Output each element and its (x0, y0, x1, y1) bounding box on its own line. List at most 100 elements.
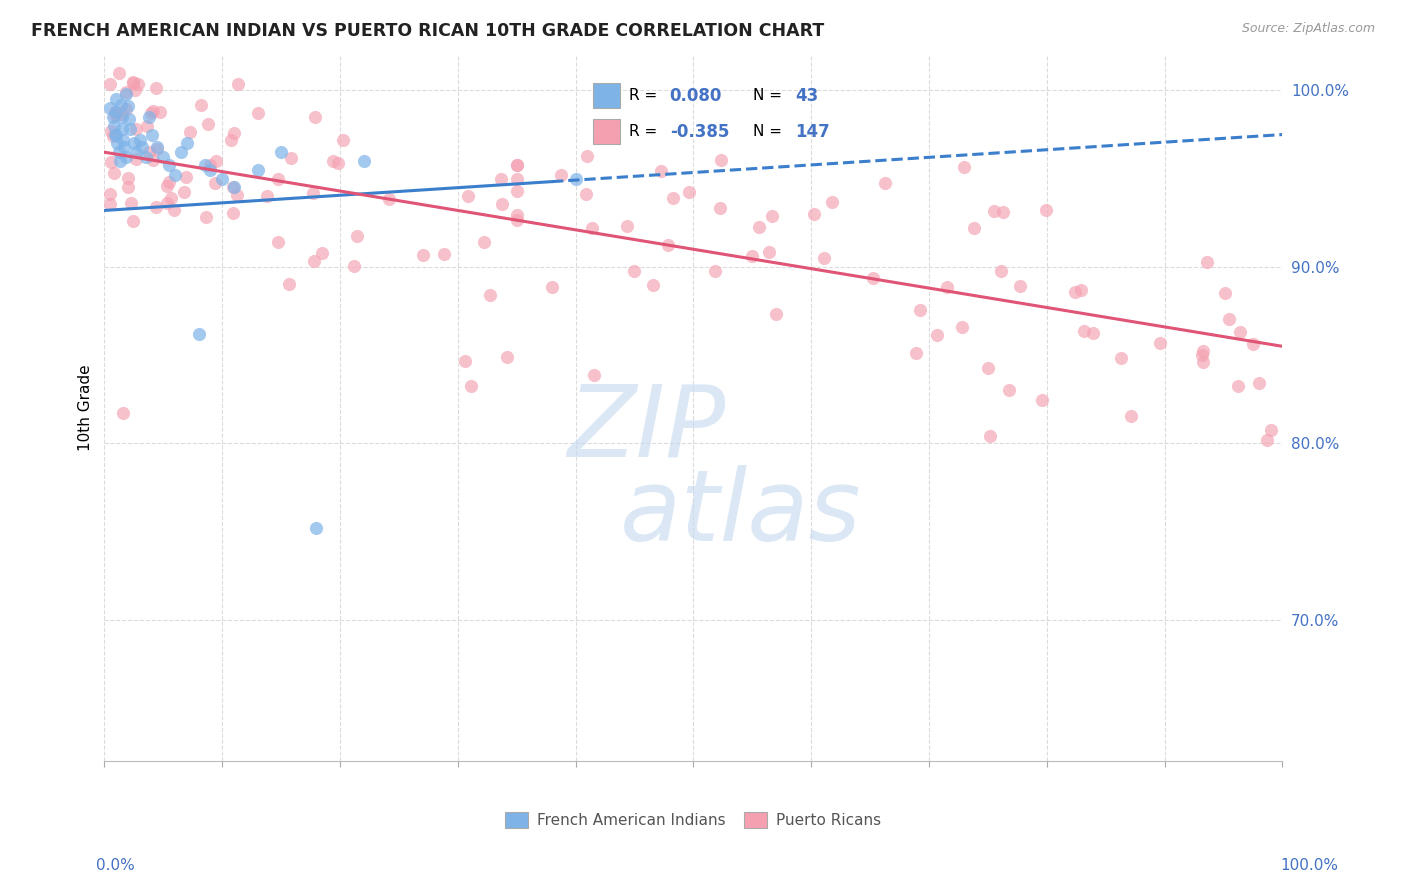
Point (1064, 285, 1087, 300)
Point (104, 108, 127, 122)
Point (100, 154, 122, 169)
Point (1191, 348, 1213, 362)
Point (156, 179, 179, 194)
Point (304, 110, 326, 124)
Point (120, 122, 142, 136)
Point (108, 66, 131, 80)
Point (117, 171, 139, 186)
Point (114, 87, 136, 101)
Point (641, 278, 664, 293)
Point (117, 179, 139, 194)
Point (187, 326, 209, 341)
Point (1197, 254, 1219, 268)
Point (489, 171, 512, 186)
Point (506, 208, 529, 222)
Point (107, 106, 129, 120)
Point (993, 205, 1015, 219)
Point (145, 81, 167, 95)
Point (108, 154, 131, 169)
Point (506, 184, 529, 198)
Point (1229, 326, 1251, 340)
Point (105, 104, 128, 119)
Point (179, 125, 201, 139)
Point (190, 98, 212, 112)
Point (1213, 285, 1236, 300)
Point (564, 171, 586, 186)
Point (204, 176, 226, 190)
Point (193, 157, 215, 171)
Point (157, 157, 180, 171)
Point (305, 521, 328, 535)
Point (1243, 336, 1265, 351)
Point (1081, 326, 1104, 340)
Text: 0.0%: 0.0% (96, 858, 135, 872)
Point (139, 106, 162, 120)
Point (104, 104, 127, 119)
Point (862, 271, 884, 285)
Point (101, 128, 124, 143)
Point (103, 166, 125, 180)
Point (246, 106, 269, 120)
Point (125, 122, 148, 136)
Point (176, 136, 198, 151)
Point (541, 280, 564, 294)
Point (623, 264, 645, 278)
Point (195, 211, 218, 225)
Point (267, 235, 290, 249)
Point (302, 186, 325, 201)
Point (159, 191, 181, 205)
Point (412, 248, 434, 262)
Point (710, 153, 733, 168)
Point (1149, 336, 1171, 351)
Point (583, 368, 606, 383)
Point (1247, 376, 1270, 391)
Point (127, 78, 149, 92)
Point (211, 171, 233, 186)
Point (703, 264, 725, 278)
Point (472, 235, 495, 249)
Point (111, 122, 134, 136)
Point (346, 229, 368, 244)
Point (332, 133, 354, 147)
Point (117, 99, 139, 113)
Point (122, 76, 145, 90)
Point (741, 249, 763, 263)
Text: R =: R = (628, 88, 657, 103)
Point (950, 319, 973, 334)
Point (979, 429, 1001, 443)
Point (118, 112, 141, 126)
Point (125, 145, 148, 160)
Text: 147: 147 (796, 122, 830, 141)
Point (575, 186, 598, 201)
Point (990, 264, 1012, 278)
Point (1031, 393, 1053, 408)
Point (104, 128, 127, 142)
Point (963, 221, 986, 235)
Point (98, 187, 121, 202)
FancyBboxPatch shape (592, 119, 620, 144)
Point (576, 149, 599, 163)
Point (1121, 409, 1143, 423)
Point (124, 83, 146, 97)
Point (173, 185, 195, 199)
Point (709, 201, 731, 215)
Point (197, 118, 219, 132)
Point (98, 197, 121, 211)
Point (496, 350, 519, 364)
Point (904, 346, 927, 360)
Point (226, 77, 249, 91)
Point (222, 206, 245, 220)
Point (121, 75, 143, 89)
Point (953, 161, 976, 175)
Point (758, 245, 780, 260)
Point (114, 151, 136, 165)
Text: N =: N = (752, 124, 782, 139)
FancyBboxPatch shape (592, 84, 620, 109)
Point (803, 207, 825, 221)
Point (135, 120, 157, 134)
Point (491, 197, 513, 211)
Point (278, 277, 301, 291)
Point (506, 158, 529, 172)
Point (267, 171, 290, 186)
Point (813, 252, 835, 266)
